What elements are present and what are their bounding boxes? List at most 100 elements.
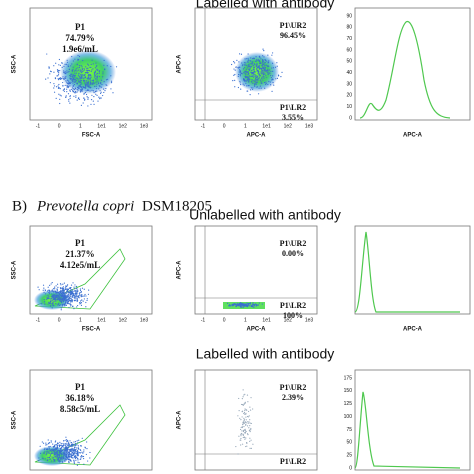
event-dot — [49, 442, 51, 444]
event-dot — [73, 461, 75, 463]
event-dot — [64, 84, 66, 86]
event-dot — [65, 304, 67, 306]
event-dot — [64, 303, 66, 305]
event-dot — [236, 304, 238, 306]
event-dot — [77, 78, 79, 80]
event-dot — [267, 54, 269, 56]
event-dot — [53, 450, 56, 453]
event-dot — [239, 82, 241, 84]
event-dot — [241, 410, 244, 412]
event-dot — [248, 80, 250, 83]
event-dot — [80, 71, 82, 74]
event-dot — [52, 443, 54, 445]
event-dot — [46, 296, 48, 298]
event-dot — [99, 86, 101, 88]
event-dot — [261, 76, 263, 78]
event-dot — [265, 64, 267, 66]
event-dot — [110, 65, 112, 68]
event-dot — [72, 296, 74, 298]
event-dot — [77, 459, 79, 461]
event-dot — [100, 97, 102, 99]
event-dot — [239, 53, 241, 55]
event-dot — [67, 290, 69, 292]
event-dot — [247, 58, 249, 60]
event-dot — [85, 301, 87, 304]
event-dot — [71, 73, 73, 75]
event-dot — [67, 65, 69, 68]
event-dot — [271, 79, 273, 81]
event-dot — [89, 80, 92, 82]
event-dot — [239, 417, 241, 419]
y-tick-label: 100 — [344, 414, 353, 420]
event-dot — [274, 66, 277, 68]
row-title: Unlabelled with antibody — [189, 207, 341, 223]
event-dot — [62, 452, 64, 454]
event-dot — [82, 102, 84, 104]
event-dot — [252, 58, 254, 60]
event-dot — [91, 82, 93, 84]
event-dot — [94, 90, 97, 93]
event-dot — [241, 426, 243, 428]
event-dot — [266, 60, 268, 62]
event-dot — [259, 85, 261, 87]
event-dot — [238, 435, 240, 437]
event-dot — [76, 291, 79, 293]
event-dot — [80, 104, 82, 106]
event-dot — [56, 449, 58, 452]
event-dot — [75, 456, 78, 458]
event-dot — [61, 456, 63, 458]
event-dot — [59, 287, 62, 289]
event-dot — [258, 73, 261, 75]
event-dot — [242, 389, 244, 391]
event-dot — [44, 303, 46, 305]
event-dot — [101, 76, 104, 78]
event-dot — [55, 291, 58, 294]
event-dot — [66, 88, 68, 90]
event-dot — [63, 294, 65, 296]
event-dot — [56, 447, 58, 449]
event-dot — [53, 449, 55, 451]
event-dot — [247, 410, 250, 413]
event-dot — [249, 419, 251, 421]
event-dot — [50, 450, 52, 452]
event-dot — [59, 441, 61, 443]
event-dot — [243, 72, 245, 74]
event-dot — [251, 73, 253, 75]
x-tick-label: 1 — [79, 317, 82, 323]
event-dot — [88, 69, 90, 71]
event-dot — [100, 81, 102, 84]
event-dot — [249, 425, 251, 427]
event-dot — [65, 299, 67, 301]
event-dot — [96, 78, 98, 80]
event-dot — [233, 303, 235, 305]
event-dot — [73, 295, 75, 297]
event-dot — [267, 70, 269, 72]
event-dot — [90, 99, 93, 101]
event-dot — [89, 85, 91, 87]
event-dot — [54, 454, 56, 456]
y-tick-label: 125 — [344, 401, 353, 407]
event-dot — [81, 299, 83, 301]
event-dot — [104, 90, 106, 92]
event-dot — [260, 71, 262, 73]
event-dot — [57, 74, 60, 76]
event-dot — [94, 70, 96, 72]
event-dot — [255, 64, 257, 66]
event-dot — [69, 459, 72, 461]
event-dot — [70, 453, 72, 455]
event-dot — [63, 303, 65, 305]
event-dot — [82, 300, 84, 302]
event-dot — [81, 287, 84, 289]
event-dot — [253, 64, 255, 66]
event-dot — [103, 91, 105, 94]
event-dot — [63, 287, 65, 290]
y-axis-label: APC-A — [177, 260, 183, 280]
event-dot — [53, 458, 55, 461]
event-dot — [244, 80, 246, 83]
event-dot — [52, 295, 54, 297]
event-dot — [53, 85, 56, 87]
event-dot — [244, 402, 246, 404]
event-dot — [73, 462, 75, 464]
event-dot — [62, 457, 64, 459]
event-dot — [51, 293, 53, 295]
